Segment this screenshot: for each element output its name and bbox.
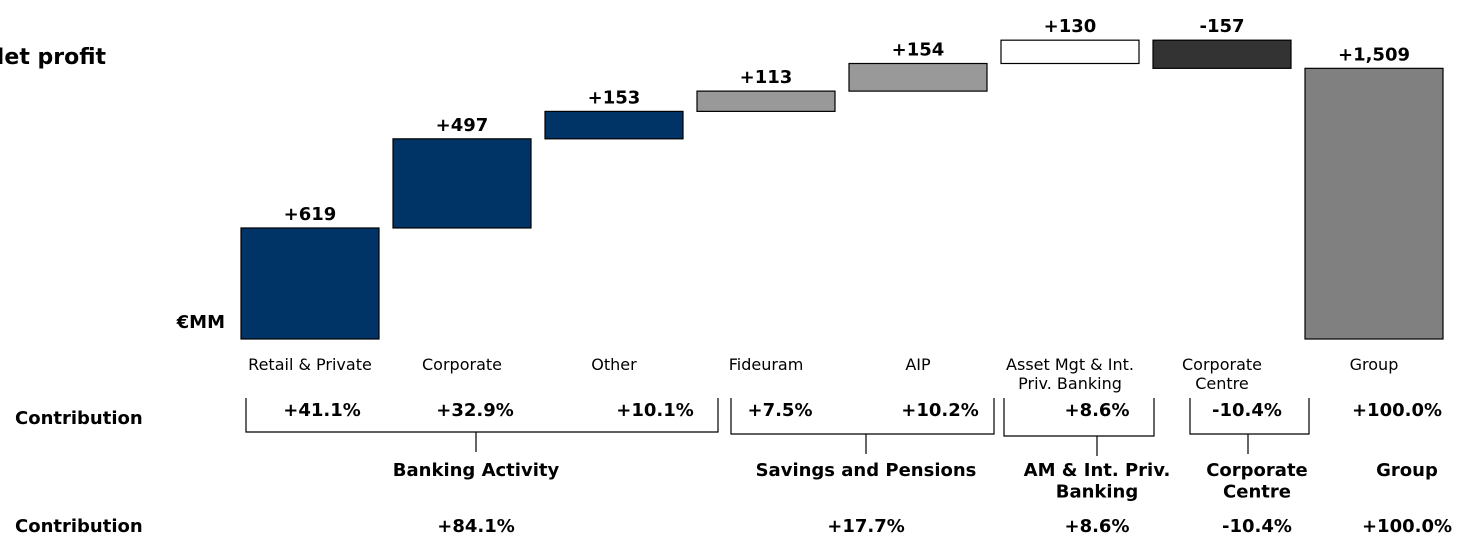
- x-tick-label: AIP: [905, 355, 931, 374]
- contribution: +10.2%: [901, 400, 979, 421]
- contribution: +10.1%: [616, 400, 694, 421]
- group-contribution: -10.4%: [1222, 516, 1292, 536]
- group-contribution: +84.1%: [437, 516, 515, 536]
- group-label: Banking Activity: [393, 460, 560, 481]
- unit-label: €MM: [176, 312, 225, 333]
- bar: [544, 110, 684, 140]
- group-contribution: +17.7%: [827, 516, 905, 536]
- group-label: Group: [1376, 460, 1438, 481]
- contribution: +7.5%: [747, 400, 812, 421]
- group-label: AM & Int. Priv. Banking: [1024, 460, 1171, 503]
- value-label: -157: [1199, 16, 1244, 37]
- value-label: +497: [436, 115, 489, 136]
- group-contribution: +8.6%: [1064, 516, 1129, 536]
- bar: [392, 138, 532, 229]
- contribution: +32.9%: [436, 400, 514, 421]
- x-tick-label: Asset Mgt & Int. Priv. Banking: [1006, 355, 1134, 393]
- bar: [1152, 39, 1292, 69]
- value-label: +154: [892, 39, 945, 60]
- x-tick-label: Corporate: [422, 355, 502, 374]
- brackets: [245, 398, 1310, 456]
- chart-title: Net profit: [0, 45, 107, 70]
- bracket: [1003, 398, 1155, 456]
- contribution: -10.4%: [1212, 400, 1282, 421]
- x-tick-label: Fideuram: [729, 355, 804, 374]
- value-label: +153: [588, 87, 641, 108]
- x-tick-label: Group: [1350, 355, 1399, 374]
- bar: [696, 90, 836, 112]
- bracket: [1189, 398, 1310, 454]
- bar: [1304, 67, 1444, 340]
- x-tick-label: Other: [591, 355, 637, 374]
- group-contribution: +100.0%: [1362, 516, 1452, 536]
- bar: [1000, 39, 1140, 65]
- contribution: +100.0%: [1352, 400, 1442, 421]
- contribution: +41.1%: [283, 400, 361, 421]
- contribution-label: Contribution: [15, 516, 143, 536]
- bar: [848, 62, 988, 92]
- bracket: [245, 398, 719, 452]
- value-label: +130: [1044, 16, 1097, 37]
- bar: [240, 227, 380, 340]
- contribution-label: Contribution: [15, 408, 143, 429]
- x-tick-label: Corporate Centre: [1182, 355, 1262, 393]
- group-label: Corporate Centre: [1206, 460, 1308, 503]
- contribution: +8.6%: [1064, 400, 1129, 421]
- group-label: Savings and Pensions: [756, 460, 977, 481]
- bracket: [730, 398, 995, 454]
- value-label: +619: [284, 204, 337, 225]
- value-label: +113: [740, 67, 793, 88]
- x-tick-label: Retail & Private: [248, 355, 372, 374]
- value-label: +1,509: [1338, 44, 1410, 65]
